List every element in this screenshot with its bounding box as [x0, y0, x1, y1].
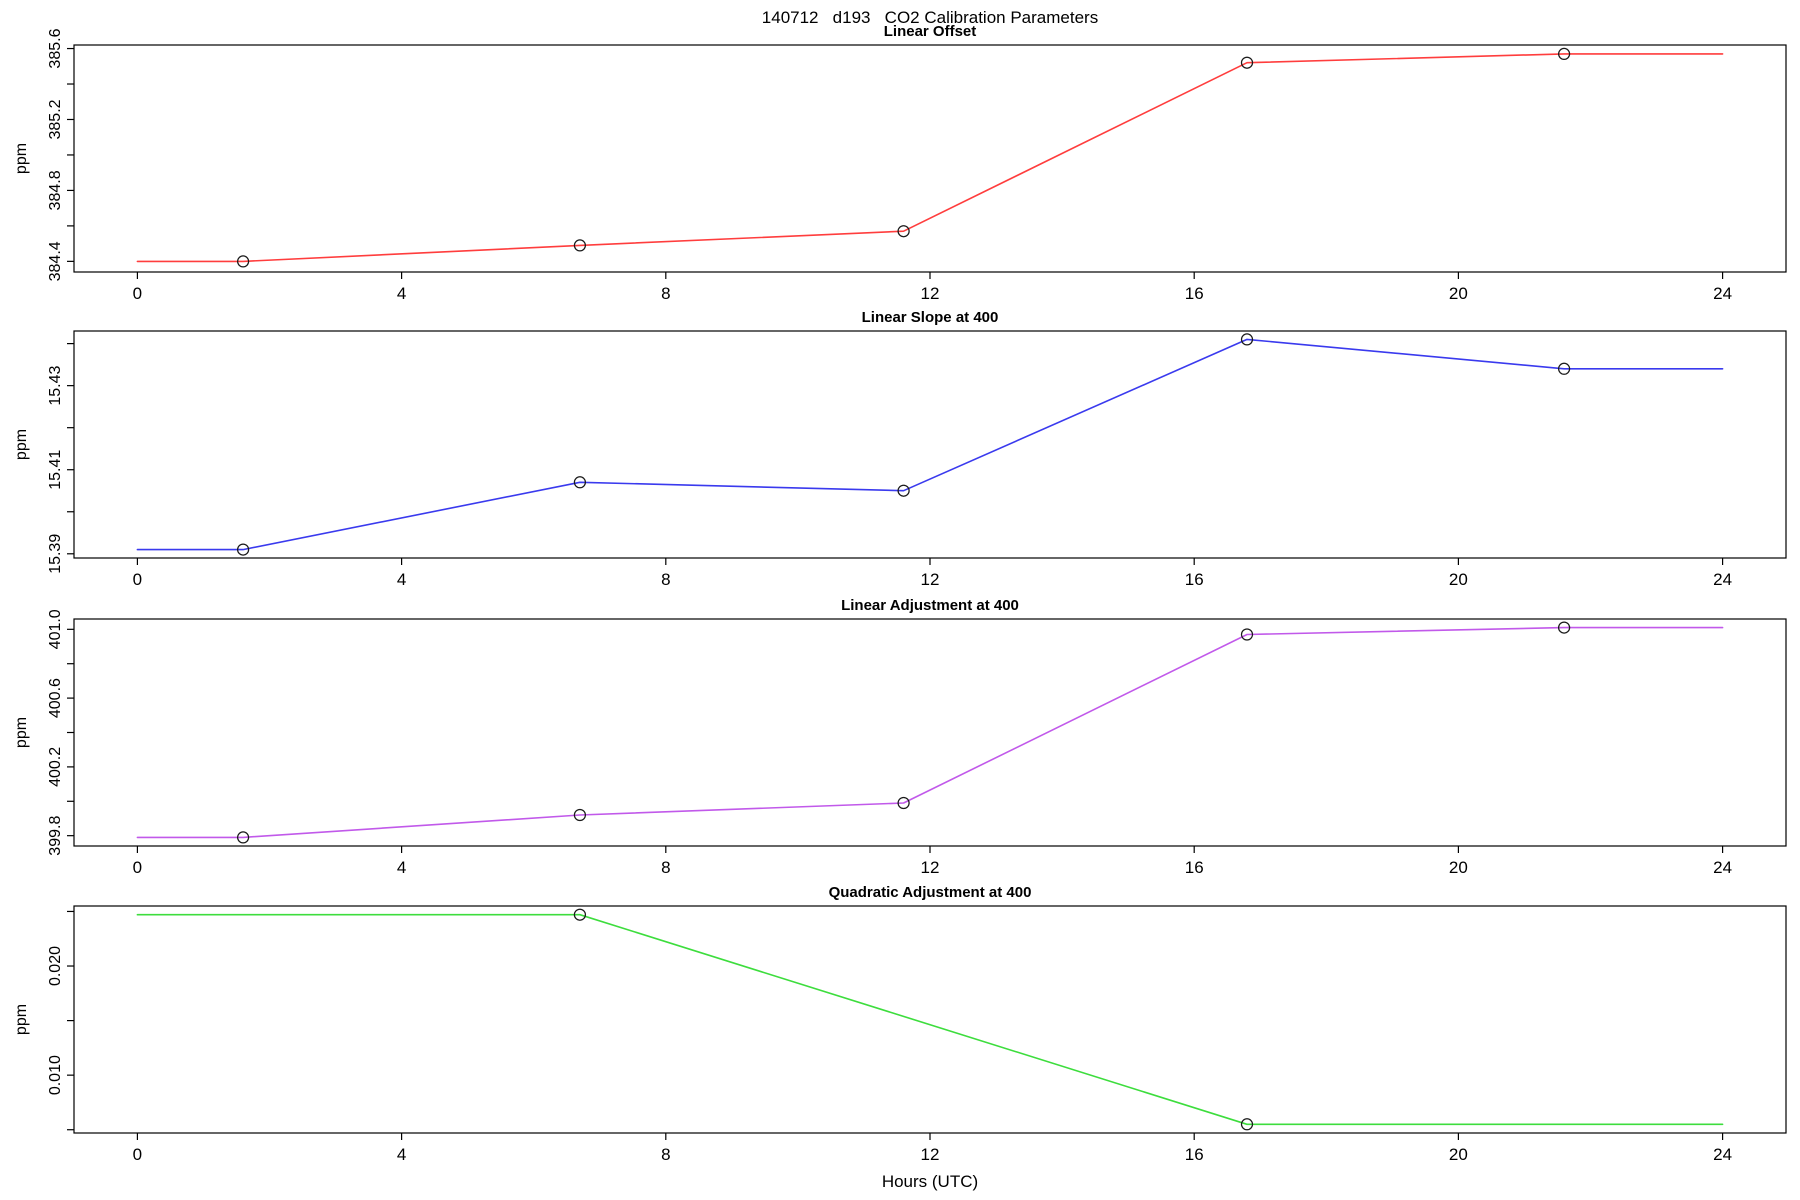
data-point-marker [573, 808, 587, 822]
x-tick-label: 0 [133, 1145, 142, 1164]
x-tick-label: 4 [397, 284, 406, 303]
quadratic-adjustment-at-400-line [136, 913, 1724, 1126]
y-tick-label: 400.2 [47, 747, 64, 787]
data-point-marker [236, 543, 250, 556]
x-tick-label: 20 [1449, 570, 1468, 589]
y-tick-label: 401.0 [47, 609, 64, 649]
page-title: 140712 d193 CO2 Calibration Parameters [761, 8, 1099, 27]
y-axis-name: ppm [13, 429, 30, 460]
x-tick-label: 4 [397, 570, 406, 589]
x-tick-label: 0 [133, 570, 142, 589]
panel-quadratic-adjustment-at-400: Quadratic Adjustment at 400 0.010 0.020 ppm… [13, 884, 1787, 1164]
linear-offset-line [136, 53, 1724, 263]
x-tick-label: 20 [1449, 858, 1468, 877]
x-tick-label: 12 [921, 858, 940, 877]
x-tick-label: 0 [133, 284, 142, 303]
x-tick-label: 24 [1713, 284, 1732, 303]
y-axis-name: ppm [13, 143, 30, 174]
panel-title: Linear Slope at 400 [862, 309, 999, 326]
plot-frame [73, 330, 1787, 559]
data-point-marker [1240, 56, 1254, 69]
y-tick-label: 384.8 [47, 170, 64, 210]
y-tick-label: 385.2 [47, 99, 64, 139]
x-tick-label: 4 [397, 858, 406, 877]
plot-frame [73, 905, 1787, 1134]
plot-frame [73, 618, 1787, 847]
x-axis-title: Hours (UTC) [881, 1172, 979, 1191]
x-tick-label: 8 [661, 570, 670, 589]
linear-slope-at-400-line [136, 338, 1724, 551]
x-tick-label: 16 [1185, 858, 1204, 877]
x-tick-label: 12 [921, 284, 940, 303]
x-tick-label: 20 [1449, 284, 1468, 303]
data-point-marker [1557, 362, 1571, 375]
panel-title: Linear Adjustment at 400 [841, 597, 1019, 614]
x-tick-label: 24 [1713, 858, 1732, 877]
data-point-marker [897, 225, 910, 238]
y-tick-label: 384.4 [47, 241, 64, 281]
y-tick-label: 399.8 [47, 816, 64, 856]
data-point-marker [573, 476, 587, 489]
x-tick-label: 8 [661, 1145, 670, 1164]
y-tick-label: 385.6 [47, 28, 64, 68]
y-axis-name: ppm [13, 717, 30, 748]
data-point-marker [1240, 333, 1254, 346]
y-tick-label: 400.6 [47, 678, 64, 718]
x-tick-label: 12 [921, 1145, 940, 1164]
x-tick-label: 24 [1713, 570, 1732, 589]
data-point-marker [897, 796, 910, 810]
y-tick-label: 0.020 [47, 946, 64, 986]
x-tick-label: 16 [1185, 570, 1204, 589]
data-point-marker [897, 484, 910, 497]
y-tick-label: 15.39 [47, 534, 64, 574]
x-tick-label: 4 [397, 1145, 406, 1164]
x-tick-label: 0 [133, 858, 142, 877]
data-point-marker [1557, 621, 1571, 634]
data-point-marker [1240, 1118, 1254, 1131]
x-tick-label: 20 [1449, 1145, 1468, 1164]
y-tick-label: 15.41 [47, 450, 64, 490]
y-axis-name: ppm [13, 1004, 30, 1035]
data-point-marker [573, 908, 587, 921]
panel-linear-offset: Linear Offset 384.4 384.8 385.2 385.6 ppm 0 4 8 1… [13, 23, 1787, 303]
panel-title: Quadratic Adjustment at 400 [829, 884, 1032, 901]
panel-linear-adjustment-at-400: Linear Adjustment at 400 399.8 400.2 400.6 4… [13, 597, 1787, 877]
data-point-marker [236, 831, 250, 844]
y-tick-label: 15.43 [47, 366, 64, 406]
linear-adjustment-at-400-line [136, 626, 1724, 839]
x-tick-label: 12 [921, 570, 940, 589]
data-point-marker [236, 255, 250, 268]
data-point-marker [1557, 47, 1571, 61]
panel-linear-slope-at-400: Linear Slope at 400 15.39 15.41 15.43 ppm 0 4 8… [13, 309, 1787, 589]
data-point-marker [1240, 628, 1254, 641]
data-point-marker [573, 239, 587, 252]
x-tick-label: 8 [661, 284, 670, 303]
plot-frame [73, 44, 1787, 273]
panel-title: Linear Offset [884, 23, 977, 40]
x-tick-label: 16 [1185, 1145, 1204, 1164]
x-tick-label: 16 [1185, 284, 1204, 303]
x-tick-label: 24 [1713, 1145, 1732, 1164]
x-tick-label: 8 [661, 858, 670, 877]
y-tick-label: 0.010 [47, 1055, 64, 1095]
